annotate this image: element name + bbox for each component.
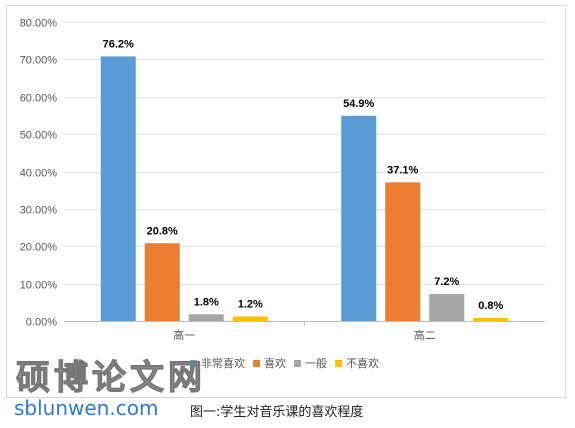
y-tick-label: 40.00%: [20, 168, 58, 180]
legend-label: 一般: [305, 357, 327, 370]
legend-label: 不喜欢: [346, 356, 379, 370]
data-label: 7.2%: [434, 276, 459, 288]
y-axis-ticks: 0.00% 10.00% 20.00% 30.00% 40.00% 50.00% 60.00…: [20, 18, 58, 329]
bars: [100, 56, 509, 321]
bar-4-1: [232, 316, 268, 321]
data-label: 54.9%: [343, 98, 374, 110]
y-tick-label: 10.00%: [20, 280, 58, 292]
y-tick-label: 70.00%: [20, 55, 58, 67]
bar-2-2: [385, 182, 421, 321]
bar-2-1: [144, 243, 180, 321]
y-tick-label: 50.00%: [20, 130, 58, 142]
bar-4-2: [473, 318, 509, 321]
bar-3-2: [429, 294, 465, 321]
y-tick-label: 60.00%: [20, 93, 58, 105]
data-label: 76.2%: [103, 38, 134, 50]
data-label: 37.1%: [387, 164, 418, 176]
legend-swatch: [335, 360, 342, 367]
watermark-url: sblunwen.com: [14, 396, 159, 420]
y-tick-label: 80.00%: [20, 18, 58, 30]
category-labels: 高一 高二: [173, 321, 436, 342]
bar-1-1: [100, 56, 136, 321]
legend-swatch: [253, 360, 260, 367]
figure-caption: 图一:学生对音乐课的喜欢程度: [190, 405, 364, 420]
legend-swatch: [294, 360, 301, 367]
y-tick-label: 20.00%: [20, 242, 58, 254]
bar-3-1: [188, 314, 224, 321]
watermark-chinese: 硕博论文网: [16, 358, 206, 399]
gridlines: [64, 22, 545, 322]
y-tick-label: 30.00%: [20, 205, 58, 217]
y-tick-label: 0.00%: [26, 317, 57, 329]
bar-1-2: [341, 115, 377, 321]
legend-label: 喜欢: [264, 356, 286, 370]
data-label: 0.8%: [478, 300, 503, 312]
data-label: 1.8%: [194, 296, 219, 308]
data-label: 20.8%: [147, 225, 178, 237]
category-label: 高二: [414, 328, 436, 342]
legend: 非常喜欢 喜欢 一般 不喜欢: [190, 356, 379, 370]
chart-border: [6, 5, 566, 398]
legend-swatch: [190, 360, 197, 367]
category-label: 高一: [173, 328, 195, 342]
data-labels: 76.2% 20.8% 1.8% 1.2% 54.9% 37.1% 7.2% 0.8%: [103, 38, 504, 312]
data-label: 1.2%: [238, 299, 263, 311]
legend-label: 非常喜欢: [201, 356, 245, 370]
